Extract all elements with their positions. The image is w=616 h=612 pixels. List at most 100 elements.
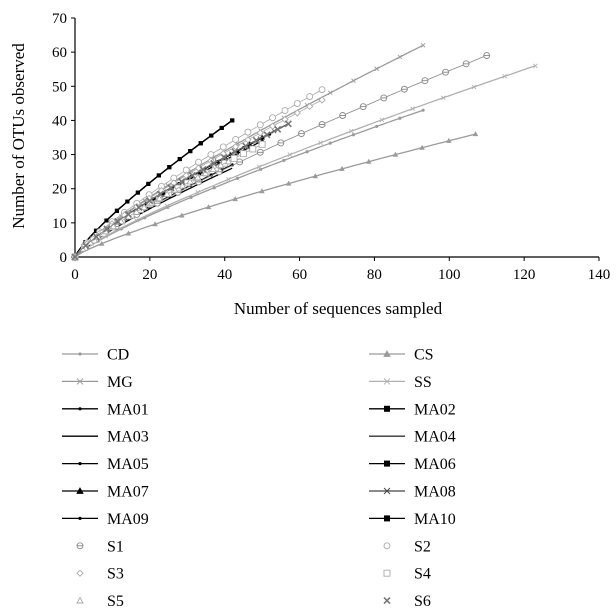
series-marker: [188, 171, 196, 180]
series-marker: [156, 173, 161, 178]
series-marker: [232, 136, 240, 143]
series-marker: [71, 253, 79, 261]
series-marker: [287, 152, 293, 157]
series-marker: [421, 77, 429, 85]
series-group: [71, 42, 538, 261]
legend-item-s2: S2: [383, 538, 431, 555]
series-marker: [209, 133, 214, 138]
y-tick-label: 0: [60, 250, 68, 266]
legend-item-ss: SS: [369, 374, 432, 391]
series-marker: [104, 218, 109, 223]
series-marker: [177, 157, 182, 162]
series-marker: [164, 203, 170, 209]
legend-label: MA04: [414, 429, 456, 446]
series-marker: [318, 121, 326, 128]
y-tick-label: 30: [52, 148, 67, 164]
series-marker: [440, 95, 446, 101]
series-marker: [256, 164, 262, 170]
legend-item-ma05: MA05: [62, 456, 149, 473]
x-tick-label: 60: [292, 267, 307, 283]
legend-item-ma04: MA04: [369, 429, 456, 446]
x-tick-label: 80: [367, 267, 382, 283]
x-tick-label: 40: [217, 267, 232, 283]
series-marker: [140, 203, 148, 211]
series-marker: [219, 125, 224, 130]
series-marker: [236, 158, 244, 166]
series-marker: [293, 100, 301, 107]
series-marker: [256, 129, 264, 137]
series-marker: [103, 225, 111, 233]
legend-item-cd: CD: [62, 347, 129, 364]
legend-label: S4: [414, 566, 431, 583]
series-line: [74, 109, 424, 258]
legend-item-s5: S5: [76, 593, 124, 610]
series-s6: [71, 120, 292, 261]
series-marker: [282, 158, 286, 163]
series-marker: [201, 169, 210, 177]
x-tick-label: 140: [588, 267, 611, 283]
series-marker: [209, 165, 217, 173]
series-marker: [235, 176, 240, 181]
series-marker: [277, 139, 285, 147]
x-axis-label: Number of sequences sampled: [234, 299, 443, 318]
series-marker: [244, 128, 252, 136]
series-marker: [420, 42, 426, 48]
legend-item-ma06: MA06: [369, 456, 456, 473]
series-ss: [72, 63, 538, 260]
series-marker: [339, 112, 347, 119]
series-line: [74, 55, 487, 258]
series-marker: [400, 85, 408, 93]
series-marker: [224, 157, 233, 165]
legend-label: MA09: [107, 511, 149, 528]
series-marker: [375, 124, 379, 129]
series-line: [74, 119, 233, 258]
series-marker: [114, 217, 122, 225]
series-marker: [217, 161, 225, 169]
series-marker: [348, 128, 354, 134]
series-marker: [156, 190, 164, 198]
series-marker: [306, 93, 314, 101]
series-marker: [419, 144, 425, 150]
series-marker: [210, 159, 218, 168]
series-marker: [383, 569, 391, 577]
series-marker: [284, 120, 292, 128]
series-marker: [293, 109, 301, 117]
series-marker: [318, 96, 326, 104]
series-marker: [327, 90, 333, 96]
legend-item-ma07: MA07: [62, 484, 149, 501]
series-marker: [135, 190, 140, 195]
series-marker: [195, 158, 202, 166]
legend-item-cs: CS: [369, 347, 434, 364]
series-marker: [232, 196, 238, 202]
series-marker: [219, 143, 227, 151]
legend-label: S3: [107, 566, 124, 583]
legend-item-ma10: MA10: [369, 511, 456, 528]
x-tick-label: 100: [438, 267, 461, 283]
series-marker: [259, 167, 263, 171]
series-marker: [134, 218, 139, 223]
series-marker: [207, 151, 215, 158]
x-tick-label: 0: [71, 267, 79, 283]
y-tick-label: 40: [52, 113, 67, 129]
series-s5: [71, 157, 233, 260]
series-marker: [178, 178, 186, 186]
x-tick-label: 120: [513, 267, 536, 283]
series-marker: [125, 230, 132, 236]
legend-label: S5: [107, 593, 124, 607]
series-ma10: [73, 118, 235, 259]
series-marker: [483, 52, 491, 60]
series-marker: [410, 106, 415, 112]
series-marker: [114, 208, 119, 213]
series-marker: [379, 117, 385, 123]
series-marker: [351, 133, 356, 137]
series-marker: [98, 240, 105, 246]
series-marker: [226, 177, 231, 182]
series-marker: [132, 207, 141, 215]
series-marker: [365, 158, 372, 164]
series-marker: [92, 233, 100, 241]
y-tick-label: 50: [52, 79, 67, 95]
series-marker: [305, 150, 309, 154]
series-marker: [78, 516, 82, 521]
series-marker: [249, 145, 257, 153]
series-marker: [384, 405, 390, 412]
